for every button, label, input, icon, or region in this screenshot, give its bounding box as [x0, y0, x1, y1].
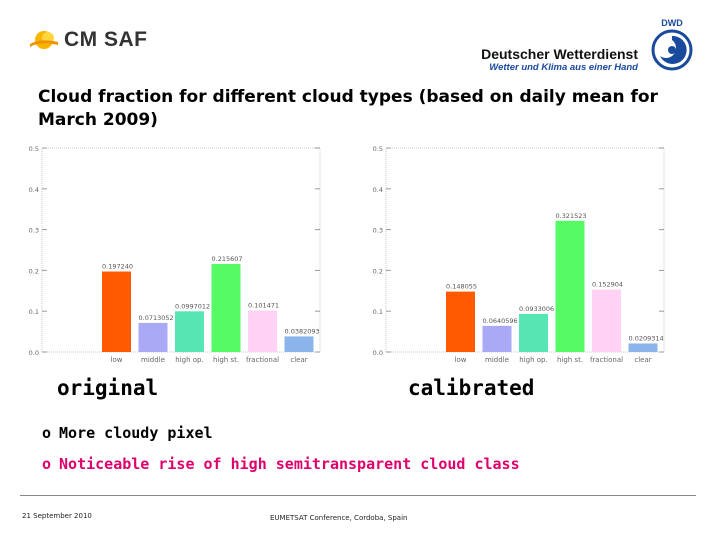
chart-original: 0.0 0.1 0.2 0.3 0.4 0.5 0.197240 low 0.0713052 mi…	[29, 145, 321, 364]
bullet-text: Noticeable rise of high semitransparent …	[59, 455, 520, 473]
org-name: Deutscher Wetterdienst	[481, 46, 638, 62]
dwd-wordmark: Deutscher Wetterdienst Wetter und Klima …	[481, 46, 638, 73]
y-tick-label: 0.5	[373, 145, 383, 153]
bar-high-st-	[555, 220, 585, 352]
x-tick-label: clear	[290, 356, 307, 364]
chart-calibrated: 0.0 0.1 0.2 0.3 0.4 0.5 0.148055 low 0.0640596 mi…	[373, 145, 665, 364]
y-tick-label: 0.5	[29, 145, 39, 153]
y-tick-label: 0.1	[373, 308, 383, 316]
bar-fractional	[248, 310, 277, 352]
sun-logo-icon	[30, 31, 58, 49]
bar-high-op-	[519, 313, 548, 352]
data-label: 0.0382093	[285, 327, 320, 335]
x-tick-label: high st.	[557, 356, 583, 364]
data-label: 0.0933006	[519, 305, 554, 313]
data-label: 0.0997012	[175, 302, 210, 310]
y-tick-label: 0.2	[373, 267, 383, 275]
x-tick-label: high op.	[519, 356, 547, 364]
bullet-mark: o	[42, 424, 52, 442]
bullet-mark: o	[42, 455, 52, 473]
bullet-item: o More cloudy pixel	[42, 424, 213, 442]
footer-date: 21 September 2010	[22, 512, 92, 520]
y-tick-label: 0.4	[373, 186, 383, 194]
footer-conference: EUMETSAT Conference, Cordoba, Spain	[270, 514, 408, 522]
bullet-text: More cloudy pixel	[59, 424, 213, 442]
y-tick-label: 0.4	[29, 186, 39, 194]
y-tick-label: 0.0	[373, 349, 383, 357]
y-tick-label: 0.3	[373, 227, 383, 235]
x-tick-label: high op.	[175, 356, 203, 364]
y-tick-label: 0.0	[29, 349, 39, 357]
caption-calibrated: calibrated	[408, 376, 535, 400]
data-label: 0.101471	[248, 302, 279, 310]
emblem-text: DWD	[661, 18, 683, 28]
x-tick-label: fractional	[590, 356, 623, 364]
caption-original: original	[57, 376, 159, 400]
x-tick-label: low	[111, 356, 123, 364]
bullet-item: o Noticeable rise of high semitransparent…	[42, 455, 520, 473]
bar-low	[102, 271, 131, 352]
cmsaf-logo-text: CM SAF	[64, 28, 148, 51]
bar-high-st-	[211, 264, 241, 352]
y-tick-label: 0.2	[29, 267, 39, 275]
y-tick-label: 0.1	[29, 308, 39, 316]
bar-middle	[138, 322, 168, 352]
org-tagline: Wetter und Klima aus einer Hand	[489, 62, 638, 73]
x-tick-label: high st.	[213, 356, 239, 364]
data-label: 0.148055	[446, 283, 477, 291]
bar-low	[446, 291, 475, 352]
data-label: 0.197240	[102, 263, 133, 271]
footer-divider	[20, 495, 696, 496]
cmsaf-logo: CM SAF	[30, 26, 160, 54]
data-label: 0.152904	[592, 281, 623, 289]
data-label: 0.0713052	[139, 314, 174, 322]
x-tick-label: fractional	[246, 356, 279, 364]
x-tick-label: middle	[141, 356, 165, 364]
data-label: 0.0640596	[483, 317, 518, 325]
x-tick-label: middle	[485, 356, 509, 364]
data-label: 0.215607	[212, 255, 243, 263]
slide-title: Cloud fraction for different cloud types…	[38, 87, 658, 130]
dwd-emblem-icon: DWD	[651, 18, 693, 71]
data-label: 0.321523	[556, 212, 587, 220]
bar-clear	[284, 336, 314, 352]
bar-high-op-	[175, 311, 204, 352]
bar-middle	[482, 325, 512, 352]
bar-clear	[628, 343, 658, 352]
y-tick-label: 0.3	[29, 227, 39, 235]
x-tick-label: clear	[634, 356, 651, 364]
bar-fractional	[592, 289, 621, 352]
data-label: 0.0209314	[629, 334, 664, 342]
x-tick-label: low	[455, 356, 467, 364]
